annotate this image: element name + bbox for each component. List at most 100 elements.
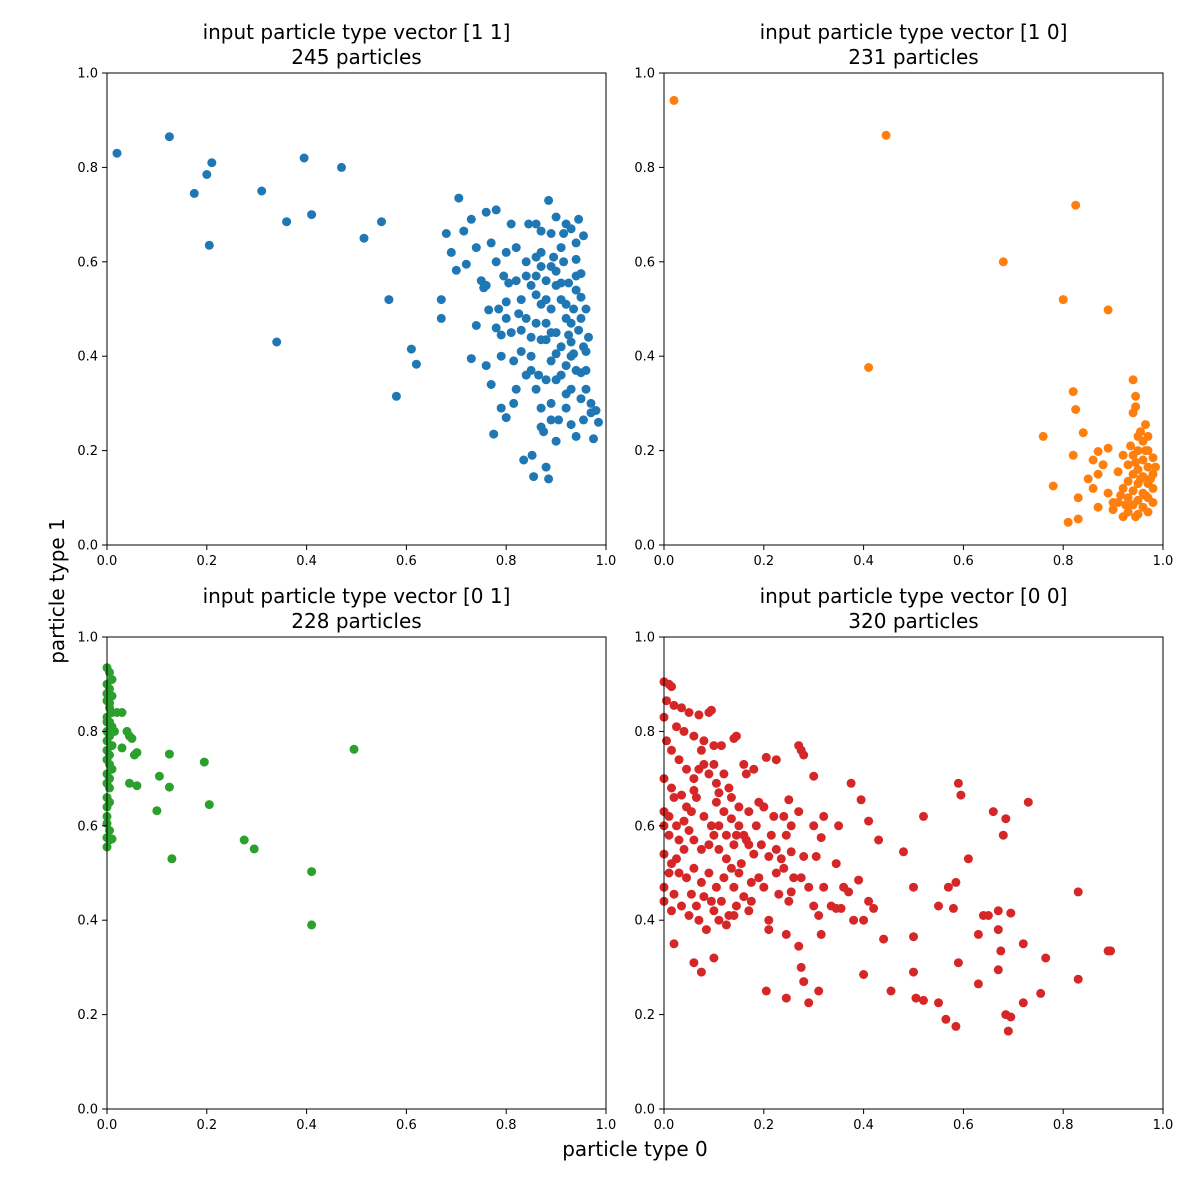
scatter-point (561, 389, 571, 399)
scatter-point (1133, 446, 1143, 456)
subplot-2: input particle type vector [1 0]231 part… (634, 20, 1173, 569)
scatter-point (576, 269, 586, 279)
scatter-point (471, 243, 481, 253)
scatter-point (491, 257, 501, 267)
scatter-point (1003, 1026, 1013, 1036)
scatter-point (1071, 405, 1081, 414)
scatter-point (672, 854, 681, 864)
shared-y-axis-label: particle type 1 (45, 518, 69, 664)
scatter-point (739, 892, 749, 902)
axes-frame (106, 72, 607, 546)
scatter-point (1123, 460, 1133, 470)
scatter-point (706, 896, 716, 906)
scatter-point (704, 769, 714, 779)
scatter-point (864, 816, 874, 826)
scatter-point (1148, 453, 1158, 463)
scatter-point (786, 821, 796, 831)
scatter-point (988, 807, 998, 817)
scatter-point (816, 833, 826, 843)
scatter-point (993, 906, 1003, 916)
scatter-point (816, 929, 826, 939)
scatter-point (531, 271, 541, 281)
subplot-title: input particle type vector [1 1] (203, 20, 511, 44)
scatter-point (484, 305, 494, 315)
scatter-point (734, 868, 744, 878)
scatter-point (1141, 420, 1150, 430)
scatter-point (1141, 490, 1150, 500)
scatter-point (709, 741, 719, 751)
scatter-point (526, 280, 536, 290)
scatter-point (531, 318, 541, 328)
scatter-point (864, 363, 874, 372)
scatter-point (1141, 446, 1150, 456)
scatter-point (711, 778, 721, 788)
scatter-point (1073, 493, 1083, 503)
scatter-point (744, 840, 754, 850)
scatter-point (1006, 908, 1016, 918)
scatter-point (576, 394, 586, 404)
scatter-point (734, 802, 744, 812)
scatter-point (117, 708, 127, 717)
scatter-point (1131, 391, 1141, 401)
scatter-point (1073, 887, 1083, 897)
scatter-point (951, 877, 961, 887)
scatter-point (501, 297, 511, 307)
scatter-point (541, 375, 551, 385)
axes-frame (663, 636, 1164, 1110)
scatter-point (207, 158, 217, 168)
x-tick-label: 0.4 (853, 1118, 874, 1133)
scatter-point (1063, 517, 1073, 527)
scatter-point (819, 811, 829, 821)
scatter-point (524, 219, 534, 229)
scatter-point (589, 434, 598, 444)
scatter-point (709, 953, 719, 963)
scatter-point (911, 993, 921, 1003)
scatter-point (466, 354, 476, 364)
scatter-point (799, 852, 809, 861)
scatter-point (856, 795, 866, 805)
scatter-point (1113, 467, 1123, 477)
scatter-point (934, 901, 943, 911)
scatter-point (978, 911, 988, 920)
scatter-point (709, 906, 719, 916)
scatter-point (756, 840, 766, 850)
scatter-point (662, 696, 671, 706)
scatter-point (544, 195, 554, 205)
scatter-point (809, 771, 819, 781)
scatter-point (789, 873, 799, 883)
scatter-point (764, 925, 774, 935)
x-tick-label: 0.0 (654, 1118, 675, 1133)
scatter-point (726, 863, 736, 873)
scatter-point (746, 896, 756, 906)
subplot-3: input particle type vector [0 1]228 part… (77, 584, 616, 1133)
scatter-point (506, 219, 516, 229)
scatter-point (527, 450, 537, 460)
y-tick-label: 0.2 (77, 1008, 98, 1023)
scatter-point (509, 398, 519, 408)
scatter-point (696, 967, 706, 977)
scatter-point (536, 335, 546, 345)
scatter-series (112, 132, 603, 484)
subplot-particle-count: 245 particles (291, 45, 421, 69)
scatter-point (579, 231, 588, 241)
scatter-point (759, 802, 769, 812)
scatter-point (406, 344, 416, 354)
scatter-point (689, 785, 699, 795)
scatter-point (764, 852, 774, 861)
scatter-point (536, 262, 546, 271)
subplot-title: input particle type vector [0 1] (203, 584, 511, 608)
scatter-point (516, 325, 526, 335)
scatter-point (704, 868, 714, 878)
scatter-point (948, 903, 958, 913)
scatter-point (501, 413, 511, 423)
scatter-point (536, 422, 546, 432)
scatter-point (739, 830, 749, 840)
scatter-point (953, 778, 963, 788)
scatter-point (1116, 490, 1126, 500)
scatter-point (509, 356, 519, 366)
scatter-point (1068, 387, 1078, 397)
scatter-point (699, 736, 709, 746)
scatter-point (446, 247, 456, 257)
scatter-point (559, 229, 569, 238)
scatter-point (672, 821, 681, 831)
